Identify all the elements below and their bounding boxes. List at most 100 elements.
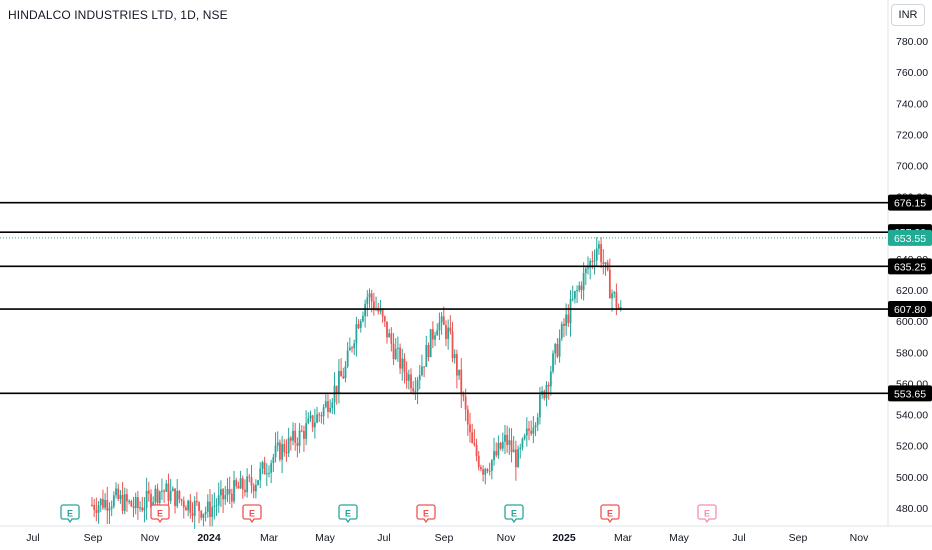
candle-body [254, 484, 257, 492]
candle-body [298, 430, 301, 446]
candle-body [289, 437, 292, 441]
candle-body [211, 506, 214, 517]
candle-body [388, 333, 391, 338]
candle-body [580, 285, 583, 291]
earnings-marker-icon[interactable] [600, 504, 620, 524]
candle-body [418, 375, 421, 381]
candle-body [263, 462, 266, 475]
candle-body [191, 512, 194, 516]
candle-body [209, 501, 211, 517]
earnings-marker-label: E [423, 509, 429, 519]
candle-body [97, 505, 100, 513]
candle-body [490, 460, 493, 471]
candle-body [528, 428, 530, 431]
y-tick-label: 740.00 [896, 98, 928, 110]
earnings-marker-icon[interactable] [338, 504, 358, 524]
candle-body [213, 506, 216, 508]
candle-body [534, 425, 537, 428]
earnings-marker-icon[interactable] [697, 504, 717, 524]
candle-body [598, 244, 600, 249]
candle-body [480, 467, 482, 470]
candle-body [379, 309, 382, 312]
candle-body [571, 298, 574, 300]
candle-body [169, 491, 172, 501]
candle-body [600, 244, 603, 263]
candle-body [442, 316, 445, 325]
earnings-marker-label: E [67, 509, 73, 519]
candle-body [595, 248, 598, 261]
candle-body [584, 268, 587, 274]
candle-body [165, 483, 168, 492]
y-tick-label: 720.00 [896, 129, 928, 141]
candle-body [329, 407, 332, 412]
candle-body [381, 309, 384, 317]
candle-body [130, 501, 133, 507]
candle-body [198, 502, 200, 511]
earnings-marker-icon[interactable] [416, 504, 436, 524]
candle-body [283, 444, 286, 453]
y-tick-label: 600.00 [896, 316, 928, 328]
candle-body [438, 322, 441, 331]
x-tick-label: Nov [850, 532, 869, 544]
x-tick-label: Nov [497, 532, 516, 544]
candle-body [421, 366, 423, 376]
candle-body [549, 371, 552, 387]
candle-body [270, 463, 273, 473]
x-tick-label: Sep [84, 532, 103, 544]
candle-body [305, 423, 308, 439]
candle-body [147, 490, 150, 494]
earnings-marker-icon[interactable] [150, 504, 170, 524]
candle-body [244, 489, 246, 493]
candle-body [525, 428, 528, 436]
candle-body [464, 396, 467, 410]
candle-body [460, 369, 463, 395]
level-price-label: 635.25 [894, 261, 926, 273]
candle-body [215, 505, 218, 507]
candle-body [241, 478, 244, 490]
candle-body [565, 314, 568, 326]
candle-body [91, 504, 93, 506]
candle-body [322, 407, 325, 417]
candle-body [123, 494, 126, 511]
candle-body [471, 432, 474, 443]
candle-body [353, 343, 356, 349]
level-price-badge [888, 258, 932, 275]
candle-body [136, 497, 139, 509]
earnings-marker-icon[interactable] [504, 504, 524, 524]
candle-body [530, 430, 533, 434]
x-tick-label: May [315, 532, 336, 544]
x-tick-label: Mar [614, 532, 633, 544]
candle-body [313, 422, 316, 428]
candle-body [230, 493, 233, 502]
candle-body [619, 307, 622, 309]
x-tick-label: Jul [732, 532, 745, 544]
earnings-marker-icon[interactable] [60, 504, 80, 524]
candle-body [401, 358, 404, 369]
candle-body [611, 293, 613, 299]
candle-body [335, 385, 338, 393]
candle-body [506, 434, 509, 445]
candle-body [119, 494, 122, 499]
candle-body [563, 323, 565, 326]
candle-body [292, 430, 294, 441]
candle-body [171, 488, 174, 492]
candle-body [377, 308, 380, 312]
candle-body [608, 269, 611, 299]
earnings-marker-label: E [704, 509, 710, 519]
level-price-badge [888, 385, 932, 402]
earnings-marker-icon[interactable] [242, 504, 262, 524]
candle-body [447, 327, 450, 339]
candle-body [331, 402, 334, 408]
currency-button[interactable]: INR [891, 4, 925, 26]
candle-body [587, 267, 589, 269]
candle-body [224, 495, 227, 500]
candle-body [423, 366, 426, 368]
candle-body [504, 434, 506, 442]
candle-body [556, 344, 559, 357]
candle-body [143, 507, 146, 511]
candle-body [359, 321, 362, 328]
candle-body [174, 488, 176, 507]
candle-body [228, 489, 231, 494]
x-tick-label: Jul [26, 532, 39, 544]
